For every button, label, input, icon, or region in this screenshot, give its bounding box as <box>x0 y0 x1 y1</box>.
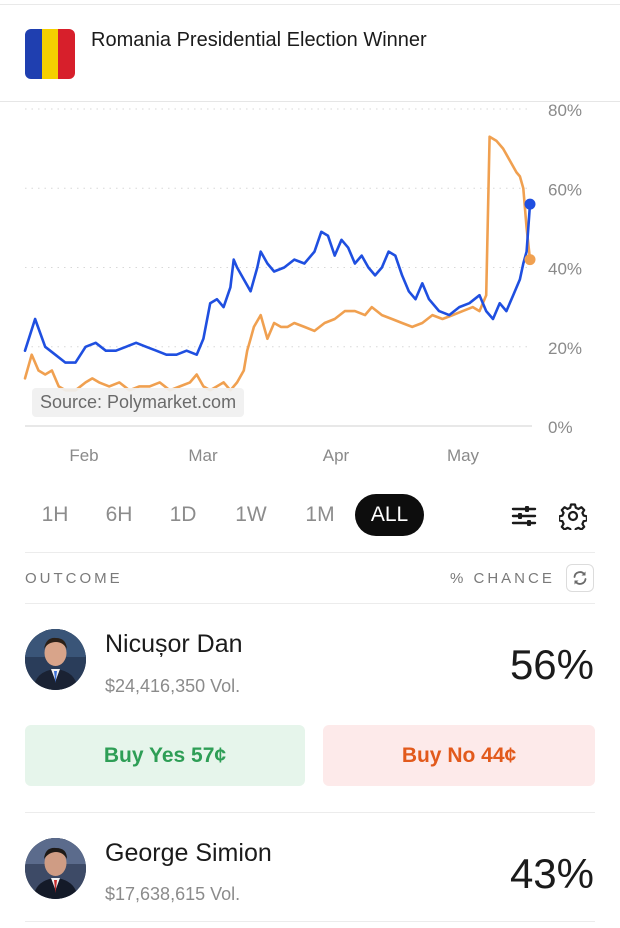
gear-icon[interactable] <box>559 502 587 530</box>
range-1m-button[interactable]: 1M <box>305 503 335 526</box>
y-tick-label: 80% <box>548 101 582 120</box>
chance-header: % CHANCE <box>450 570 555 587</box>
series-line[interactable] <box>23 202 532 364</box>
candidate-volume: $17,638,615 Vol. <box>105 884 241 904</box>
time-range-selector: 1H 6H 1D 1W 1M ALL <box>0 494 620 538</box>
avatar-george-simion <box>25 838 86 899</box>
series-endpoint[interactable] <box>524 254 536 266</box>
candidate-chance: 56% <box>509 641 594 688</box>
buy-yes-button[interactable]: Buy Yes 57¢ <box>25 725 305 786</box>
series-line[interactable] <box>23 135 532 392</box>
market-header: Romania Presidential Election Winner <box>0 5 620 102</box>
range-6h-button[interactable]: 6H <box>105 503 133 526</box>
source-label: Source: Polymarket.com <box>32 388 245 417</box>
market-title[interactable]: Romania Presidential Election Winner <box>91 29 427 51</box>
y-tick-label: 60% <box>548 180 582 199</box>
price-chart[interactable]: 0% 20% 40% 60% 80% Feb Mar Apr May Source: Polym… <box>0 100 620 490</box>
price-chart-svg[interactable]: 0% 20% 40% 60% 80% Feb Mar Apr May <box>0 100 620 490</box>
y-tick-label: 40% <box>548 260 582 279</box>
divider <box>25 921 595 922</box>
x-tick-label: Feb <box>69 446 98 465</box>
divider <box>25 812 595 813</box>
romania-flag-icon <box>25 29 75 79</box>
refresh-icon <box>573 571 587 585</box>
y-tick-label: 0% <box>548 418 573 437</box>
series-endpoint[interactable] <box>524 198 536 210</box>
x-tick-label: Apr <box>323 446 350 465</box>
x-tick-label: Mar <box>188 446 218 465</box>
candidate-volume: $24,416,350 Vol. <box>105 676 241 696</box>
y-tick-label: 20% <box>548 339 582 358</box>
candidate-chance: 43% <box>509 850 594 897</box>
range-1h-button[interactable]: 1H <box>41 503 69 526</box>
divider <box>25 603 595 604</box>
top-divider <box>0 4 620 5</box>
refresh-button[interactable] <box>566 564 594 592</box>
x-tick-label: May <box>447 446 480 465</box>
avatar-nicusor-dan <box>25 629 86 690</box>
range-1d-button[interactable]: 1D <box>169 503 197 526</box>
candidate-name[interactable]: Nicușor Dan <box>105 630 243 658</box>
buy-no-button[interactable]: Buy No 44¢ <box>323 725 595 786</box>
sliders-icon[interactable] <box>510 502 538 530</box>
candidate-name[interactable]: George Simion <box>105 839 272 867</box>
divider <box>25 552 595 553</box>
outcome-header: OUTCOME <box>25 570 123 587</box>
range-1w-button[interactable]: 1W <box>235 503 267 526</box>
range-all-button[interactable]: ALL <box>355 494 424 536</box>
